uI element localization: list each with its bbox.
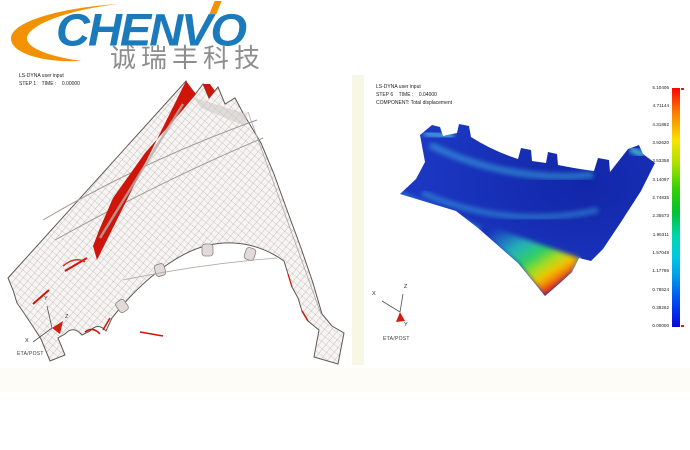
contour-panel-outline	[400, 124, 655, 296]
colorbar-label: 0.78524	[652, 287, 669, 292]
right-header-line1: LS-DYNA user input	[376, 84, 421, 90]
left-axis-z-label: Z	[65, 314, 69, 320]
fea-contour-view: LS-DYNA user input STEP 6 TIME : 0.04000…	[358, 75, 690, 365]
right-axis-z-label: Z	[404, 284, 408, 290]
bottom-tint-artifact	[0, 368, 690, 392]
colorbar-label: 3.14097	[652, 177, 669, 182]
swoosh-shape	[10, 4, 119, 62]
colorbar-label: 3.92620	[652, 140, 669, 145]
colorbar-label: 2.74835	[652, 195, 669, 200]
displacement-colorbar	[672, 88, 684, 327]
red-contact-zones	[32, 81, 309, 337]
right-header-line3: COMPONENT: Total displacement	[376, 100, 453, 106]
colorbar-min-tick	[681, 325, 684, 327]
colorbar-label: 5.10406	[652, 85, 669, 90]
left-axis-y-label: Y	[44, 296, 48, 302]
upper-flange-shading	[193, 97, 248, 126]
scan-strip-artifact	[352, 75, 364, 365]
chenvo-logo: CHENVO 诚瑞丰科技	[6, 0, 306, 74]
right-axis-y-label: Y	[404, 322, 408, 328]
fender-mesh-graphic	[7, 80, 345, 365]
colorbar-label: 4.31882	[652, 122, 669, 127]
colorbar-label: 0.39262	[652, 305, 669, 310]
left-watermark: ETA/POST	[17, 351, 44, 357]
colorbar-label: 3.53358	[652, 158, 669, 163]
colorbar-max-tick	[681, 88, 684, 90]
colorbar-label: 0.00000	[652, 323, 669, 328]
colorbar-label: 2.35573	[652, 213, 669, 218]
colorbar-label: 4.71144	[652, 103, 669, 108]
colorbar-label: 1.96311	[652, 232, 669, 237]
colorbar-label: 1.17786	[652, 268, 669, 273]
left-header-line1: LS-DYNA user input	[19, 73, 64, 79]
right-axis-x-label: X	[372, 291, 376, 297]
right-watermark: ETA/POST	[383, 336, 410, 342]
left-axis-triad-icon	[32, 305, 63, 343]
arch-tabs	[115, 243, 257, 314]
brand-chinese-tagline: 诚瑞丰科技	[110, 44, 266, 74]
fender-contour-graphic	[381, 124, 655, 322]
left-axis-x-label: X	[25, 338, 29, 344]
logo-swoosh-icon	[10, 4, 119, 62]
right-header-line2: STEP 6 TIME : 0.04000	[376, 92, 437, 98]
feature-lines	[42, 111, 322, 315]
right-axis-triad-icon	[381, 293, 405, 322]
colorbar-label: 1.57048	[652, 250, 669, 255]
fender-panel-outline	[7, 80, 345, 365]
left-header-line2: STEP 1 TIME : 0.00000	[19, 81, 80, 87]
fea-mesh-view: LS-DYNA user input STEP 1 TIME : 0.00000…	[5, 68, 355, 378]
